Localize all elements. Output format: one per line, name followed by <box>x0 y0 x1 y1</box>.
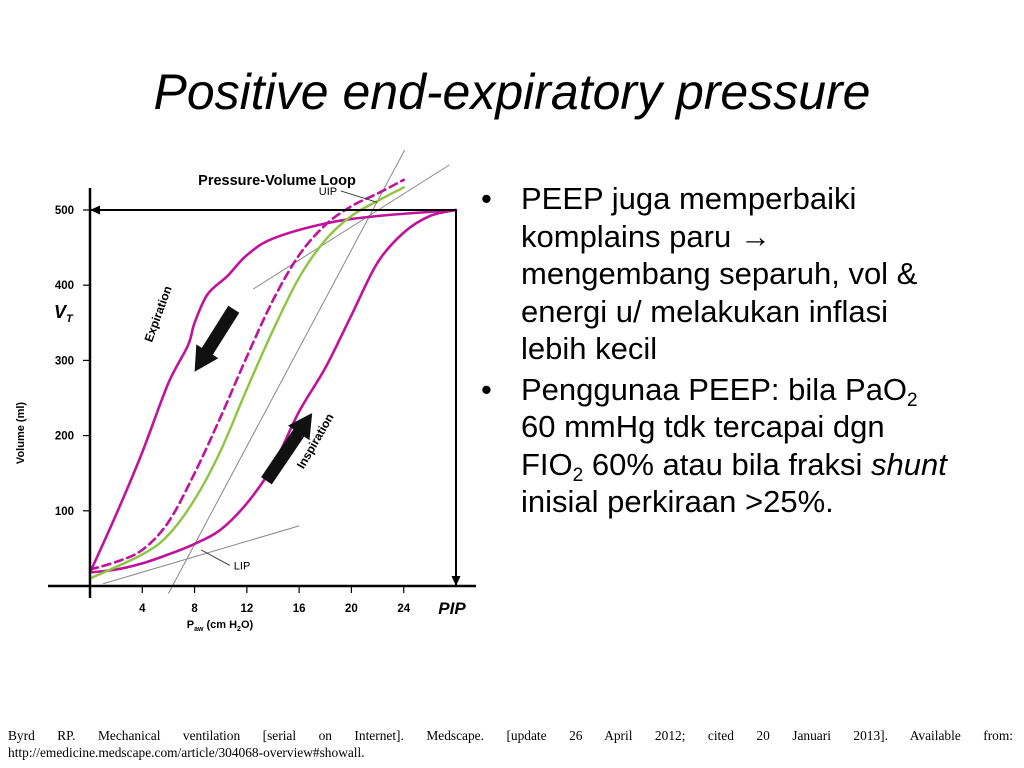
bullet-2-text-3: 60% atau bila fraksi <box>583 446 872 482</box>
x-axis-label-unit-sub: 2 <box>237 626 241 633</box>
bullet-2-italic: shunt <box>871 446 947 482</box>
x-tick-label: 4 <box>139 603 146 615</box>
y-tick-label: 300 <box>55 355 74 367</box>
pointer-line <box>340 190 378 203</box>
x-tick-label: 24 <box>397 603 410 615</box>
x-axis-label: Paw (cm H2O) <box>187 619 254 633</box>
y-tick-label: 200 <box>55 431 74 443</box>
axes <box>48 188 476 598</box>
x-axis-label-p: P <box>187 619 194 631</box>
bullet-2-text-4: inisial perkiraan >25%. <box>521 484 834 519</box>
x-tick-label: 16 <box>293 603 306 615</box>
tangent-lines <box>102 127 450 594</box>
bullet-2-sub-2: 2 <box>572 464 584 486</box>
y-axis-label: Volume (ml) <box>15 402 27 464</box>
bullet-item-peep-compliance: PEEP juga memperbaiki komplains paru → m… <box>478 180 948 368</box>
uip-tangent <box>253 164 450 290</box>
bullet-2-text-2: 60 mmHg tdk tercapai dgn FIO <box>521 409 885 482</box>
guide-lines <box>90 205 461 586</box>
vt-symbol: V <box>54 302 68 322</box>
slide-title: Positive end-expiratory pressure <box>153 64 871 120</box>
steep-tangent <box>167 127 418 594</box>
citation-url: http://emedicine.medscape.com/article/30… <box>8 745 365 760</box>
compliance-curve <box>88 186 405 580</box>
x-axis-label-unit-end: O) <box>241 619 254 631</box>
y-tick-label: 500 <box>55 205 74 217</box>
pip-label: PIP <box>438 599 466 618</box>
x-axis-label-unit: (cm H <box>206 619 237 631</box>
bullet-1-text-2: mengembang separuh, vol & energi u/ mela… <box>521 256 918 366</box>
annotation-label: UIP <box>319 186 337 198</box>
pressure-volume-figure: 4 8 12 16 20 24 100 200 300 400 500 Expiration Insp… <box>0 127 480 640</box>
y-tick-label: 100 <box>55 506 74 518</box>
lip-tangent <box>102 525 300 585</box>
inspiration-arrow <box>261 413 313 485</box>
vt-sub: T <box>66 313 74 325</box>
ticks: 4 8 12 16 20 24 100 200 300 400 500 <box>55 205 411 615</box>
citation: Byrd RP. Mechanical ventilation [serial … <box>8 727 1013 761</box>
citation-line-1: Byrd RP. Mechanical ventilation [serial … <box>8 728 1013 743</box>
pointer-line <box>200 549 231 566</box>
right-guide-head <box>451 576 461 586</box>
x-tick-label: 8 <box>191 603 198 615</box>
annotation-label: LIP <box>234 560 251 572</box>
vt-label: VT <box>54 302 74 325</box>
direction-arrows <box>194 305 313 485</box>
expiration-arrow <box>194 305 240 372</box>
y-tick-label: 400 <box>55 280 74 292</box>
bullet-2-sub-1: 2 <box>907 389 918 411</box>
bullet-2-text-1: Penggunaa PEEP: bila PaO <box>521 371 908 407</box>
x-tick-label: 12 <box>240 603 253 615</box>
top-guide-head <box>90 205 100 215</box>
peep-curve <box>88 178 405 571</box>
right-arrow-icon: → <box>739 218 771 254</box>
x-axis-label-sub: aw <box>194 626 204 633</box>
bullet-list: PEEP juga memperbaiki komplains paru → m… <box>478 180 948 524</box>
bullet-1-text-1: PEEP juga memperbaiki komplains paru <box>521 181 857 254</box>
bullet-item-peep-usage: Penggunaa PEEP: bila PaO2 60 mmHg tdk te… <box>478 371 948 521</box>
curves <box>88 178 458 580</box>
chart-title: Pressure-Volume Loop <box>198 173 356 189</box>
x-tick-label: 20 <box>345 603 358 615</box>
